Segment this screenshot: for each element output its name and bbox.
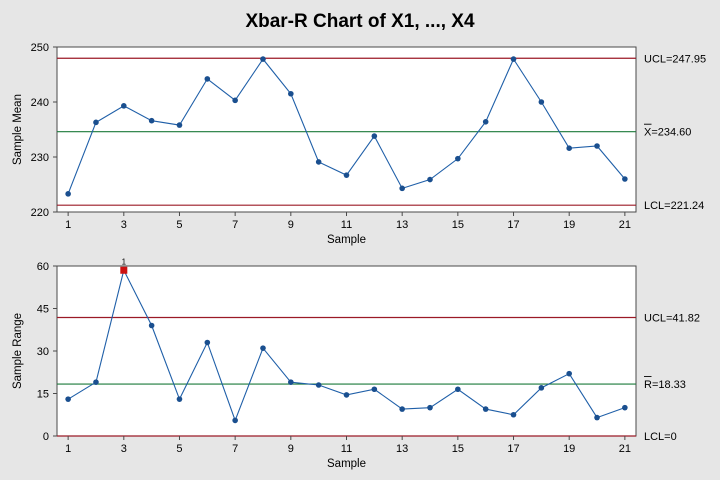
data-point xyxy=(622,404,628,411)
y-tick-label: 45 xyxy=(37,304,49,316)
x-tick-label: 5 xyxy=(176,443,182,455)
data-point xyxy=(343,392,350,398)
x-tick-label: 1 xyxy=(65,219,71,231)
y-axis-label: Sample Mean xyxy=(12,94,24,165)
data-point xyxy=(399,185,405,192)
x-tick-label: 15 xyxy=(452,219,464,231)
data-point xyxy=(343,172,350,178)
data-point xyxy=(510,411,517,418)
chart-title: Xbar-R Chart of X1, ..., X4 xyxy=(245,11,475,32)
plot-area xyxy=(56,46,637,213)
reference-value: UCL=41.82 xyxy=(644,313,700,325)
data-point xyxy=(176,122,183,128)
y-tick-label: 250 xyxy=(31,42,49,54)
data-point xyxy=(455,155,461,162)
data-point xyxy=(260,345,266,351)
reference-label: LCL=221.24 xyxy=(644,200,704,212)
x-tick-label: 9 xyxy=(288,219,294,231)
out-of-control-point xyxy=(120,266,128,274)
data-point xyxy=(288,90,294,97)
data-point xyxy=(232,97,238,104)
data-point xyxy=(427,404,433,411)
y-tick-label: 230 xyxy=(31,152,49,164)
data-point xyxy=(566,370,572,377)
y-tick-label: 60 xyxy=(37,261,49,273)
x-tick-label: 15 xyxy=(452,443,464,455)
x-tick-label: 11 xyxy=(341,219,352,231)
x-tick-label: 17 xyxy=(507,219,519,231)
x-tick-label: 19 xyxy=(563,443,575,455)
data-point xyxy=(510,56,517,62)
x-tick-label: 17 xyxy=(507,443,519,455)
x-axis-label: Sample xyxy=(327,234,366,246)
x-tick-label: 9 xyxy=(288,443,294,455)
x-axis-label: Sample xyxy=(327,458,366,470)
y-tick-label: 15 xyxy=(37,389,49,401)
y-tick-label: 0 xyxy=(43,431,49,443)
data-point xyxy=(148,322,155,329)
reference-value: UCL=247.95 xyxy=(644,53,706,65)
data-point xyxy=(176,396,183,402)
data-point xyxy=(204,339,211,346)
data-point xyxy=(594,414,600,421)
data-point xyxy=(371,133,378,139)
data-point xyxy=(65,191,71,197)
x-tick-label: 13 xyxy=(396,219,408,231)
data-point xyxy=(93,119,99,126)
reference-label: LCL=0 xyxy=(644,431,677,443)
data-point xyxy=(427,176,433,183)
data-point xyxy=(538,99,545,105)
x-tick-label: 19 xyxy=(563,219,575,231)
data-point xyxy=(288,379,294,385)
reference-value: =234.60 xyxy=(651,127,691,139)
data-point xyxy=(399,406,405,412)
data-point xyxy=(65,396,71,402)
data-point xyxy=(594,143,600,149)
data-point xyxy=(315,382,322,388)
x-tick-label: 21 xyxy=(619,443,631,455)
bar-symbol: R xyxy=(644,379,652,391)
reference-value: =18.33 xyxy=(652,379,686,391)
data-point xyxy=(260,56,266,62)
reference-value: LCL=221.24 xyxy=(644,200,704,212)
data-point xyxy=(148,117,155,124)
y-tick-label: 220 xyxy=(31,207,49,219)
x-tick-label: 7 xyxy=(232,219,238,231)
xbar-panel: UCL=247.95 X=234.60 LCL=221.24 220 230 240 250… xyxy=(12,42,706,246)
x-tick-label: 11 xyxy=(341,443,352,455)
plot-area xyxy=(56,265,637,437)
x-tick-label: 7 xyxy=(232,443,238,455)
y-tick-label: 240 xyxy=(31,97,49,109)
x-tick-label: 21 xyxy=(619,219,631,231)
y-axis-label: Sample Range xyxy=(12,313,24,389)
reference-label: UCL=41.82 xyxy=(644,313,700,325)
data-point xyxy=(455,386,461,393)
data-point xyxy=(566,145,572,151)
data-point xyxy=(371,386,378,393)
x-tick-label: 1 xyxy=(65,443,71,455)
y-tick-label: 30 xyxy=(37,346,49,358)
x-tick-label: 5 xyxy=(176,219,182,231)
data-point xyxy=(538,385,545,391)
x-tick-label: 3 xyxy=(121,219,127,231)
reference-label: UCL=247.95 xyxy=(644,53,706,65)
data-point xyxy=(482,119,489,125)
data-point xyxy=(93,379,99,385)
reference-label: X=234.60 xyxy=(644,127,691,139)
data-point xyxy=(622,176,628,182)
data-point xyxy=(315,159,322,165)
data-point xyxy=(204,76,211,82)
reference-value: LCL=0 xyxy=(644,431,677,443)
test-flag-label: 1 xyxy=(122,257,127,266)
data-point xyxy=(121,103,127,109)
x-tick-label: 3 xyxy=(121,443,127,455)
reference-label: R=18.33 xyxy=(644,379,686,391)
data-point xyxy=(482,406,489,412)
x-tick-label: 13 xyxy=(396,443,408,455)
data-point xyxy=(232,417,238,424)
bar-symbol: X xyxy=(644,127,652,139)
